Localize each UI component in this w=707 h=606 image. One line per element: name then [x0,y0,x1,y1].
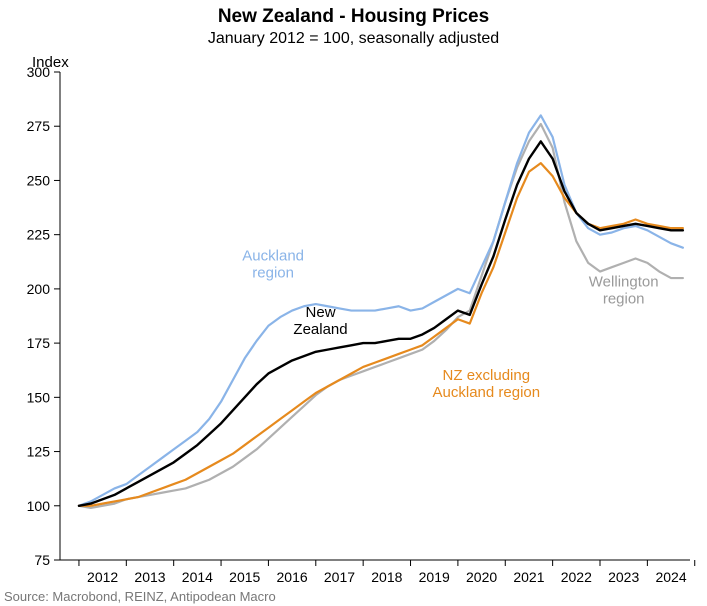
x-tick-label: 2019 [419,569,450,585]
series-annotation: region [603,291,645,308]
x-tick-label: 2024 [655,569,686,585]
x-tick-label: 2017 [324,569,355,585]
y-tick-label: 100 [27,498,51,514]
y-axis-title: Index [32,54,69,71]
chart-container: New Zealand - Housing Prices January 201… [0,0,707,606]
series-annotation: Zealand [293,321,347,338]
series-annotation: Auckland region [433,384,541,401]
x-tick-label: 2022 [561,569,592,585]
x-tick-label: 2012 [87,569,118,585]
x-tick-label: 2015 [229,569,260,585]
y-tick-label: 150 [27,389,51,405]
x-tick-label: 2018 [371,569,402,585]
series-auckland-region [79,115,683,505]
y-tick-label: 250 [27,172,51,188]
x-tick-label: 2016 [277,569,308,585]
series-annotation: New [306,304,336,321]
x-tick-label: 2013 [134,569,165,585]
x-tick-label: 2014 [182,569,213,585]
series-wellington-region [79,124,683,508]
series-annotation: Auckland [242,248,304,265]
chart-source: Source: Macrobond, REINZ, Antipodean Mac… [4,589,276,604]
series-annotation: NZ excluding [443,367,531,384]
x-tick-label: 2023 [608,569,639,585]
chart-subtitle: January 2012 = 100, seasonally adjusted [0,30,707,48]
chart-svg: 7510012515017520022525027530020122013201… [0,0,707,606]
series-nz-excluding-auckland-region [79,163,683,506]
y-tick-label: 75 [34,552,50,568]
series-annotation: Wellington [589,274,659,291]
y-tick-label: 275 [27,118,51,134]
y-tick-label: 175 [27,335,51,351]
y-tick-label: 200 [27,281,51,297]
y-tick-label: 225 [27,227,51,243]
x-tick-label: 2020 [466,569,497,585]
chart-title: New Zealand - Housing Prices [0,6,707,28]
x-tick-label: 2021 [513,569,544,585]
series-annotation: region [252,265,294,282]
y-tick-label: 125 [27,444,51,460]
